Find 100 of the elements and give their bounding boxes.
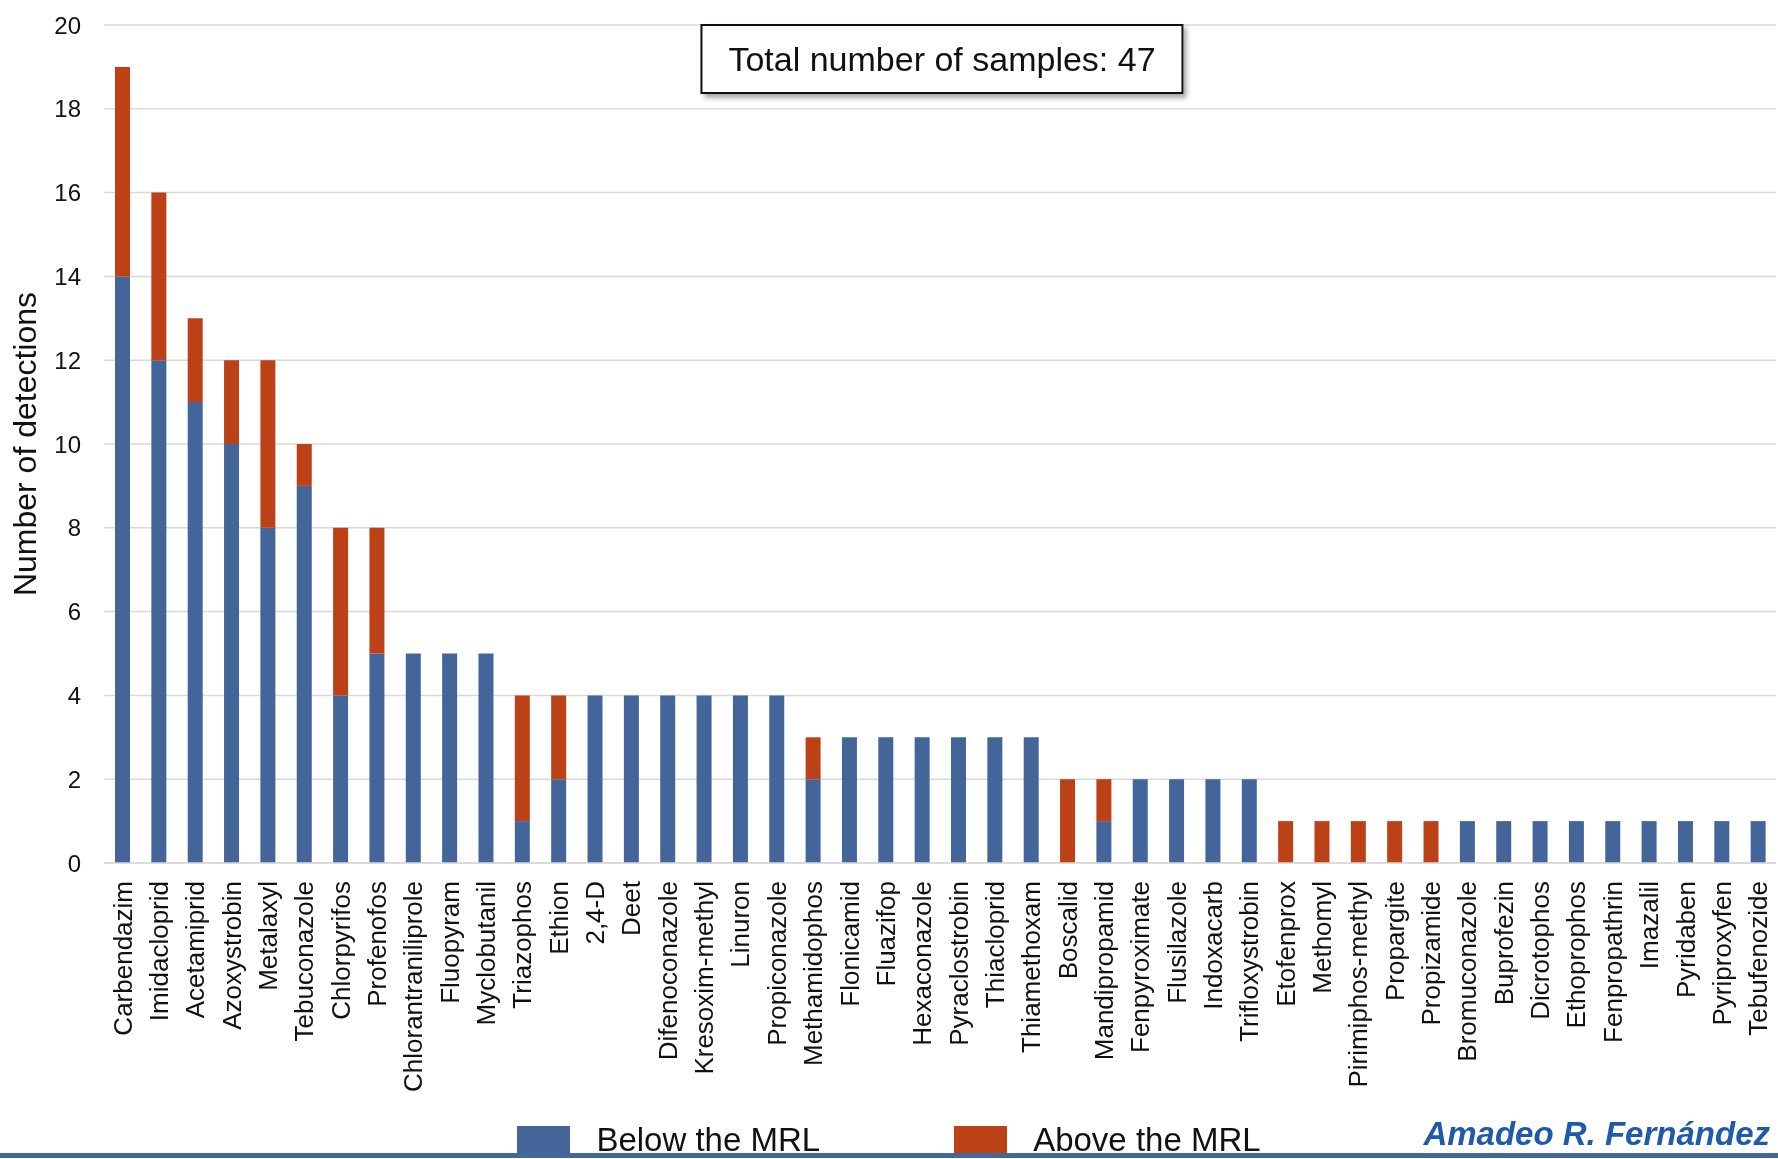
x-tick-label: 2,4-D: [580, 881, 611, 945]
x-tick-label: Chlorpyrifos: [325, 881, 356, 1020]
x-tick-label: Pyraclostrobin: [943, 881, 974, 1046]
bar: [732, 695, 748, 863]
x-tick-label: Boscalid: [1052, 881, 1083, 980]
bar: [296, 485, 312, 863]
bar: [1387, 821, 1403, 863]
bar: [1241, 779, 1257, 863]
x-tick-label: Propargite: [1379, 881, 1410, 1001]
x-tick-label: Buprofezin: [1488, 881, 1519, 1006]
y-tick-label: 0: [67, 849, 81, 877]
y-tick-label: 16: [54, 179, 81, 207]
x-tick-label: Carbendazim: [107, 881, 138, 1036]
y-tick-label: 10: [54, 430, 81, 458]
y-tick-label: 20: [54, 11, 81, 39]
bar: [805, 737, 821, 780]
bar: [587, 695, 603, 863]
bar: [514, 821, 530, 863]
bar: [951, 737, 966, 863]
x-tick-label: Ethoprophos: [1561, 881, 1592, 1029]
bar: [623, 695, 639, 863]
bar: [1750, 821, 1766, 863]
bar: [514, 695, 530, 822]
x-tick-label: Fenpropathrin: [1597, 881, 1628, 1043]
x-tick-label: Fluazifop: [870, 881, 901, 987]
bar: [769, 695, 785, 863]
x-tick-label: Indoxacarb: [1197, 881, 1228, 1010]
y-axis-title: Number of detections: [7, 291, 43, 597]
bar: [1132, 779, 1148, 863]
y-tick-label: 6: [67, 598, 81, 626]
x-tick-label: Chlorantraniliprole: [398, 881, 429, 1092]
bar: [696, 695, 712, 863]
x-tick-label: Propiconazole: [761, 881, 792, 1046]
x-tick-label: Triazophos: [507, 881, 538, 1009]
y-tick-label: 2: [67, 765, 81, 793]
x-tick-label: Trifloxystrobin: [1234, 881, 1265, 1042]
legend-label: Above the MRL: [1033, 1121, 1261, 1159]
bar: [260, 527, 276, 863]
bar: [478, 653, 494, 863]
x-tick-label: Bromuconazole: [1452, 881, 1483, 1062]
bar: [224, 360, 240, 444]
bar: [1459, 821, 1475, 863]
bar: [805, 779, 821, 863]
x-tick-label: Linuron: [725, 881, 756, 968]
x-tick-label: Tebufenozide: [1743, 881, 1774, 1036]
legend-label: Below the MRL: [596, 1121, 821, 1159]
x-tick-label: Flonicamid: [834, 881, 865, 1007]
bar: [551, 695, 567, 780]
bar: [115, 66, 130, 277]
y-tick-label: 14: [54, 262, 81, 290]
bar: [296, 444, 312, 486]
x-tick-label: Dicrotophos: [1525, 881, 1556, 1020]
x-tick-label: Imidacloprid: [143, 881, 174, 1022]
bar: [914, 737, 930, 863]
y-tick-label: 18: [54, 95, 81, 123]
bar: [187, 402, 203, 863]
x-tick-label: Flusilazole: [1161, 881, 1192, 1004]
bar: [333, 527, 349, 696]
x-tick-label: Metalaxyl: [252, 881, 283, 991]
x-tick-label: Profenofos: [361, 881, 392, 1007]
bar: [151, 192, 167, 361]
x-tick-label: Hexaconazole: [907, 881, 938, 1046]
x-tick-label: Fluopyram: [434, 881, 465, 1004]
y-tick-label: 4: [67, 681, 81, 709]
x-tick-label: Propizamide: [1416, 881, 1447, 1026]
bar: [1278, 821, 1294, 863]
x-tick-label: Deet: [616, 880, 647, 936]
bar: [1714, 821, 1730, 863]
x-tick-label: Methamidophos: [798, 881, 829, 1066]
x-tick-label: Kresoxim-methyl: [689, 881, 720, 1075]
bar: [115, 276, 130, 863]
x-tick-label: Fenpyroximate: [1125, 881, 1156, 1053]
x-tick-label: Methomyl: [1307, 881, 1338, 994]
x-tick-label: Pirimiphos-methyl: [1343, 881, 1374, 1088]
bar: [841, 737, 857, 863]
bar: [1423, 821, 1439, 863]
bar: [551, 779, 567, 863]
bar: [1496, 821, 1512, 863]
x-tick-label: Thiacloprid: [979, 881, 1010, 1009]
x-tick-label: Mandipropamid: [1088, 881, 1119, 1061]
bar: [660, 695, 676, 863]
bar: [878, 737, 894, 863]
annotation: Total number of samples: 47: [700, 24, 1184, 94]
bar: [987, 737, 1003, 863]
x-tick-label: Myclobutanil: [471, 881, 502, 1026]
bar: [442, 653, 458, 863]
bar: [1605, 821, 1621, 863]
bar: [1205, 779, 1221, 863]
bar: [224, 444, 240, 863]
text: Amadeo R. Fernández: [1423, 1115, 1770, 1153]
bar: [333, 695, 349, 863]
x-tick-label: Azoxystrobin: [216, 881, 247, 1030]
x-tick-label: Pyridaben: [1670, 881, 1701, 999]
bar: [1641, 821, 1657, 863]
bar: [1677, 821, 1693, 863]
bar: [405, 653, 421, 863]
x-tick-label: Imazalil: [1634, 881, 1665, 970]
bar: [369, 527, 385, 654]
bar: [1568, 821, 1584, 863]
bar: [1096, 821, 1112, 863]
